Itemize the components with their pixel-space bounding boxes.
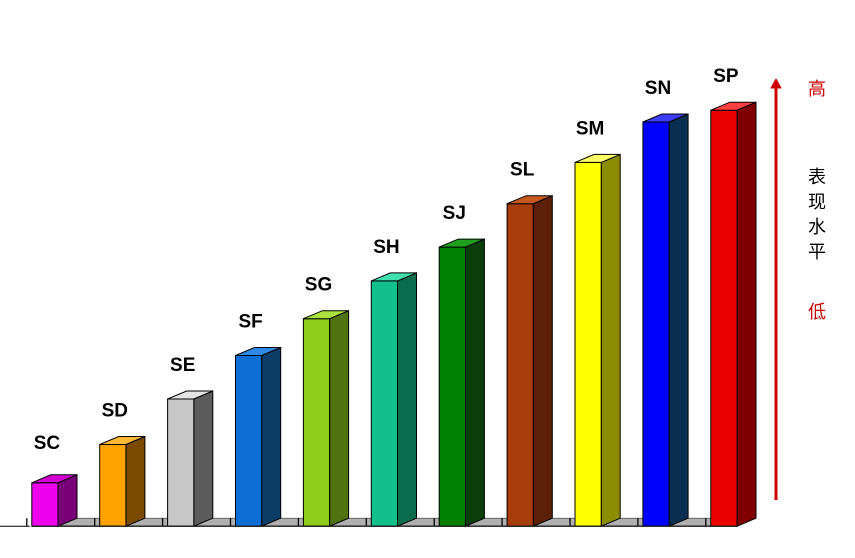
svg-text:SN: SN: [645, 78, 671, 99]
svg-text:SP: SP: [713, 66, 739, 87]
svg-text:SD: SD: [102, 401, 128, 422]
svg-text:SH: SH: [373, 237, 399, 258]
svg-text:SM: SM: [576, 118, 605, 139]
svg-text:SL: SL: [510, 160, 535, 181]
svg-text:平: 平: [808, 242, 826, 262]
svg-text:水: 水: [808, 217, 826, 237]
svg-text:SG: SG: [305, 275, 332, 296]
svg-text:SJ: SJ: [443, 203, 466, 224]
svg-text:SE: SE: [170, 355, 195, 376]
svg-text:SC: SC: [34, 433, 61, 454]
svg-text:低: 低: [808, 302, 826, 322]
svg-text:高: 高: [808, 79, 826, 99]
svg-text:表: 表: [808, 167, 826, 187]
svg-text:现: 现: [808, 192, 826, 212]
svg-text:SF: SF: [238, 312, 262, 333]
